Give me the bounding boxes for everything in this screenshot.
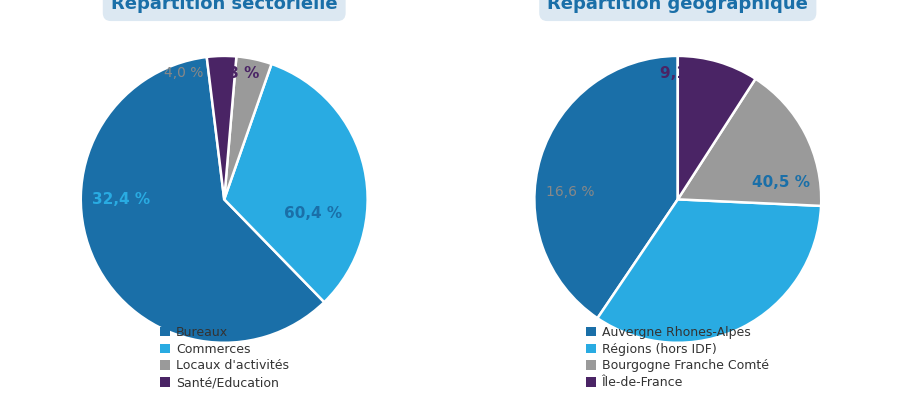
Text: 16,6 %: 16,6 %: [546, 185, 594, 199]
Wedge shape: [534, 56, 677, 318]
Title: Répartition sectorielle: Répartition sectorielle: [111, 0, 337, 13]
Wedge shape: [225, 57, 272, 199]
Wedge shape: [207, 56, 236, 199]
Wedge shape: [225, 64, 368, 302]
Wedge shape: [677, 79, 821, 206]
Wedge shape: [677, 56, 756, 199]
Wedge shape: [81, 57, 324, 343]
Text: 40,5 %: 40,5 %: [752, 174, 810, 190]
Legend: Auvergne Rhones-Alpes, Régions (hors IDF), Bourgogne Franche Comté, Île-de-Franc: Auvergne Rhones-Alpes, Régions (hors IDF…: [581, 321, 775, 394]
Text: 33,7 %: 33,7 %: [651, 310, 710, 324]
Title: Répartition géographique: Répartition géographique: [548, 0, 808, 13]
Text: 32,4 %: 32,4 %: [92, 192, 150, 207]
Text: 4,0 %: 4,0 %: [164, 66, 204, 80]
Text: 60,4 %: 60,4 %: [284, 206, 342, 221]
Legend: Bureaux, Commerces, Locaux d'activités, Santé/Education: Bureaux, Commerces, Locaux d'activités, …: [154, 321, 294, 394]
Text: 9,1 %: 9,1 %: [660, 66, 707, 81]
Wedge shape: [597, 199, 821, 343]
Text: 3,3 %: 3,3 %: [212, 66, 260, 81]
